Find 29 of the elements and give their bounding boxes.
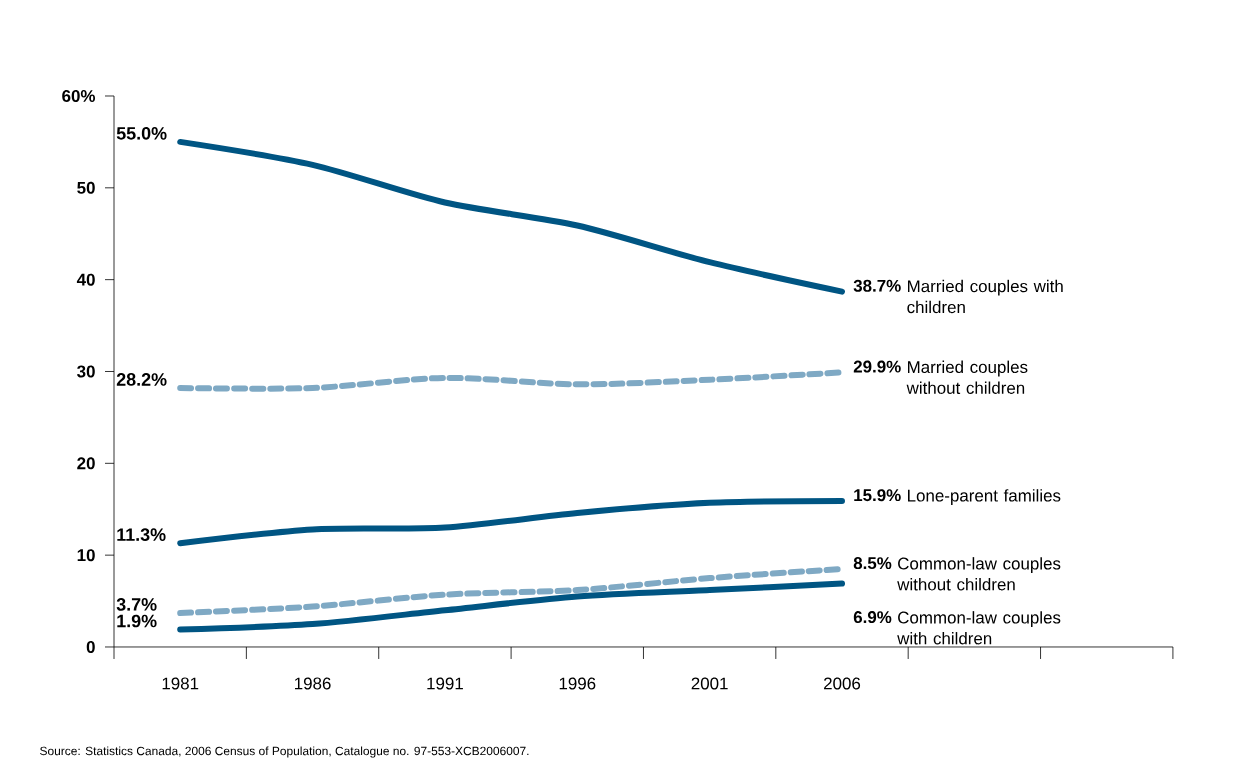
data-label: 8.5%: [853, 557, 892, 570]
data-label: 55.0%: [116, 127, 167, 140]
x-tick-label: 1981: [162, 677, 199, 690]
text: Common-law couples without children: [897, 557, 1061, 591]
y-tick-label: 30: [77, 365, 95, 378]
y-tick-label: 20: [77, 457, 95, 470]
data-label: 3.7%: [116, 598, 157, 611]
y-tick-label: 10: [77, 549, 95, 562]
y-tick-label: 0: [86, 640, 95, 653]
data-label: 28.2%: [116, 373, 167, 386]
x-tick-label: 1986: [295, 677, 331, 690]
source-note: Source: Statistics Canada, 2006 Census of Population, Catalogue no. 97-553-XCB2006007.: [40, 746, 529, 758]
x-tick-label: 1996: [559, 677, 596, 690]
y-tick-label: 50: [77, 181, 95, 194]
data-label: 29.9%: [853, 360, 901, 373]
x-tick-label: 1991: [427, 677, 463, 690]
y-tick-label: 40: [76, 273, 95, 286]
data-label: 38.7%: [853, 279, 901, 292]
x-tick-label: 2006: [824, 677, 861, 690]
text: Common-law couples with children: [897, 611, 1061, 645]
data-label: 11.3%: [117, 528, 166, 542]
text: Lone-parent families: [908, 489, 1061, 505]
y-tick-label: 60%: [62, 89, 96, 102]
data-label: 1.9%: [117, 614, 157, 628]
x-tick-label: 2001: [691, 677, 728, 690]
data-label: 6.9%: [853, 611, 892, 624]
text: Married couples with children: [907, 279, 1063, 314]
text: Married couples without children: [906, 360, 1028, 394]
data-label: 15.9%: [854, 489, 901, 502]
